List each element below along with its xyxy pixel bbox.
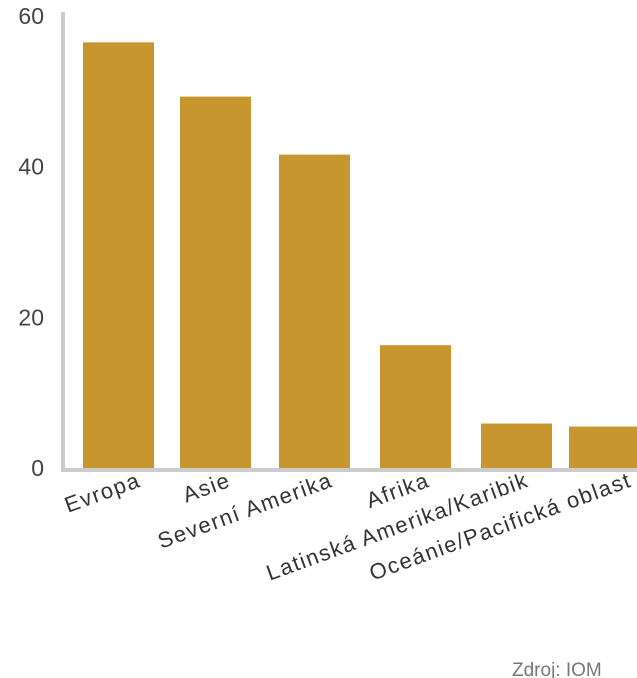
y-tick-label-2: 40 (18, 154, 44, 180)
bars-layer (83, 42, 637, 469)
bar-5 (569, 426, 637, 468)
source-label: Zdroj: IOM (512, 660, 602, 678)
bar-1 (180, 96, 251, 469)
bar-0 (83, 42, 154, 468)
category-label-2: Severní Amerika (154, 467, 335, 553)
y-tick-label-1: 20 (18, 304, 44, 330)
category-label-1: Asie (179, 467, 233, 507)
bar-2 (279, 154, 350, 468)
category-label-0: Evropa (61, 467, 144, 517)
bar-3 (380, 345, 451, 468)
y-tick-labels: 0 20 40 60 (18, 3, 44, 481)
y-tick-label-0: 0 (31, 455, 44, 481)
bar-4 (481, 423, 552, 468)
y-tick-label-3: 60 (18, 3, 44, 29)
